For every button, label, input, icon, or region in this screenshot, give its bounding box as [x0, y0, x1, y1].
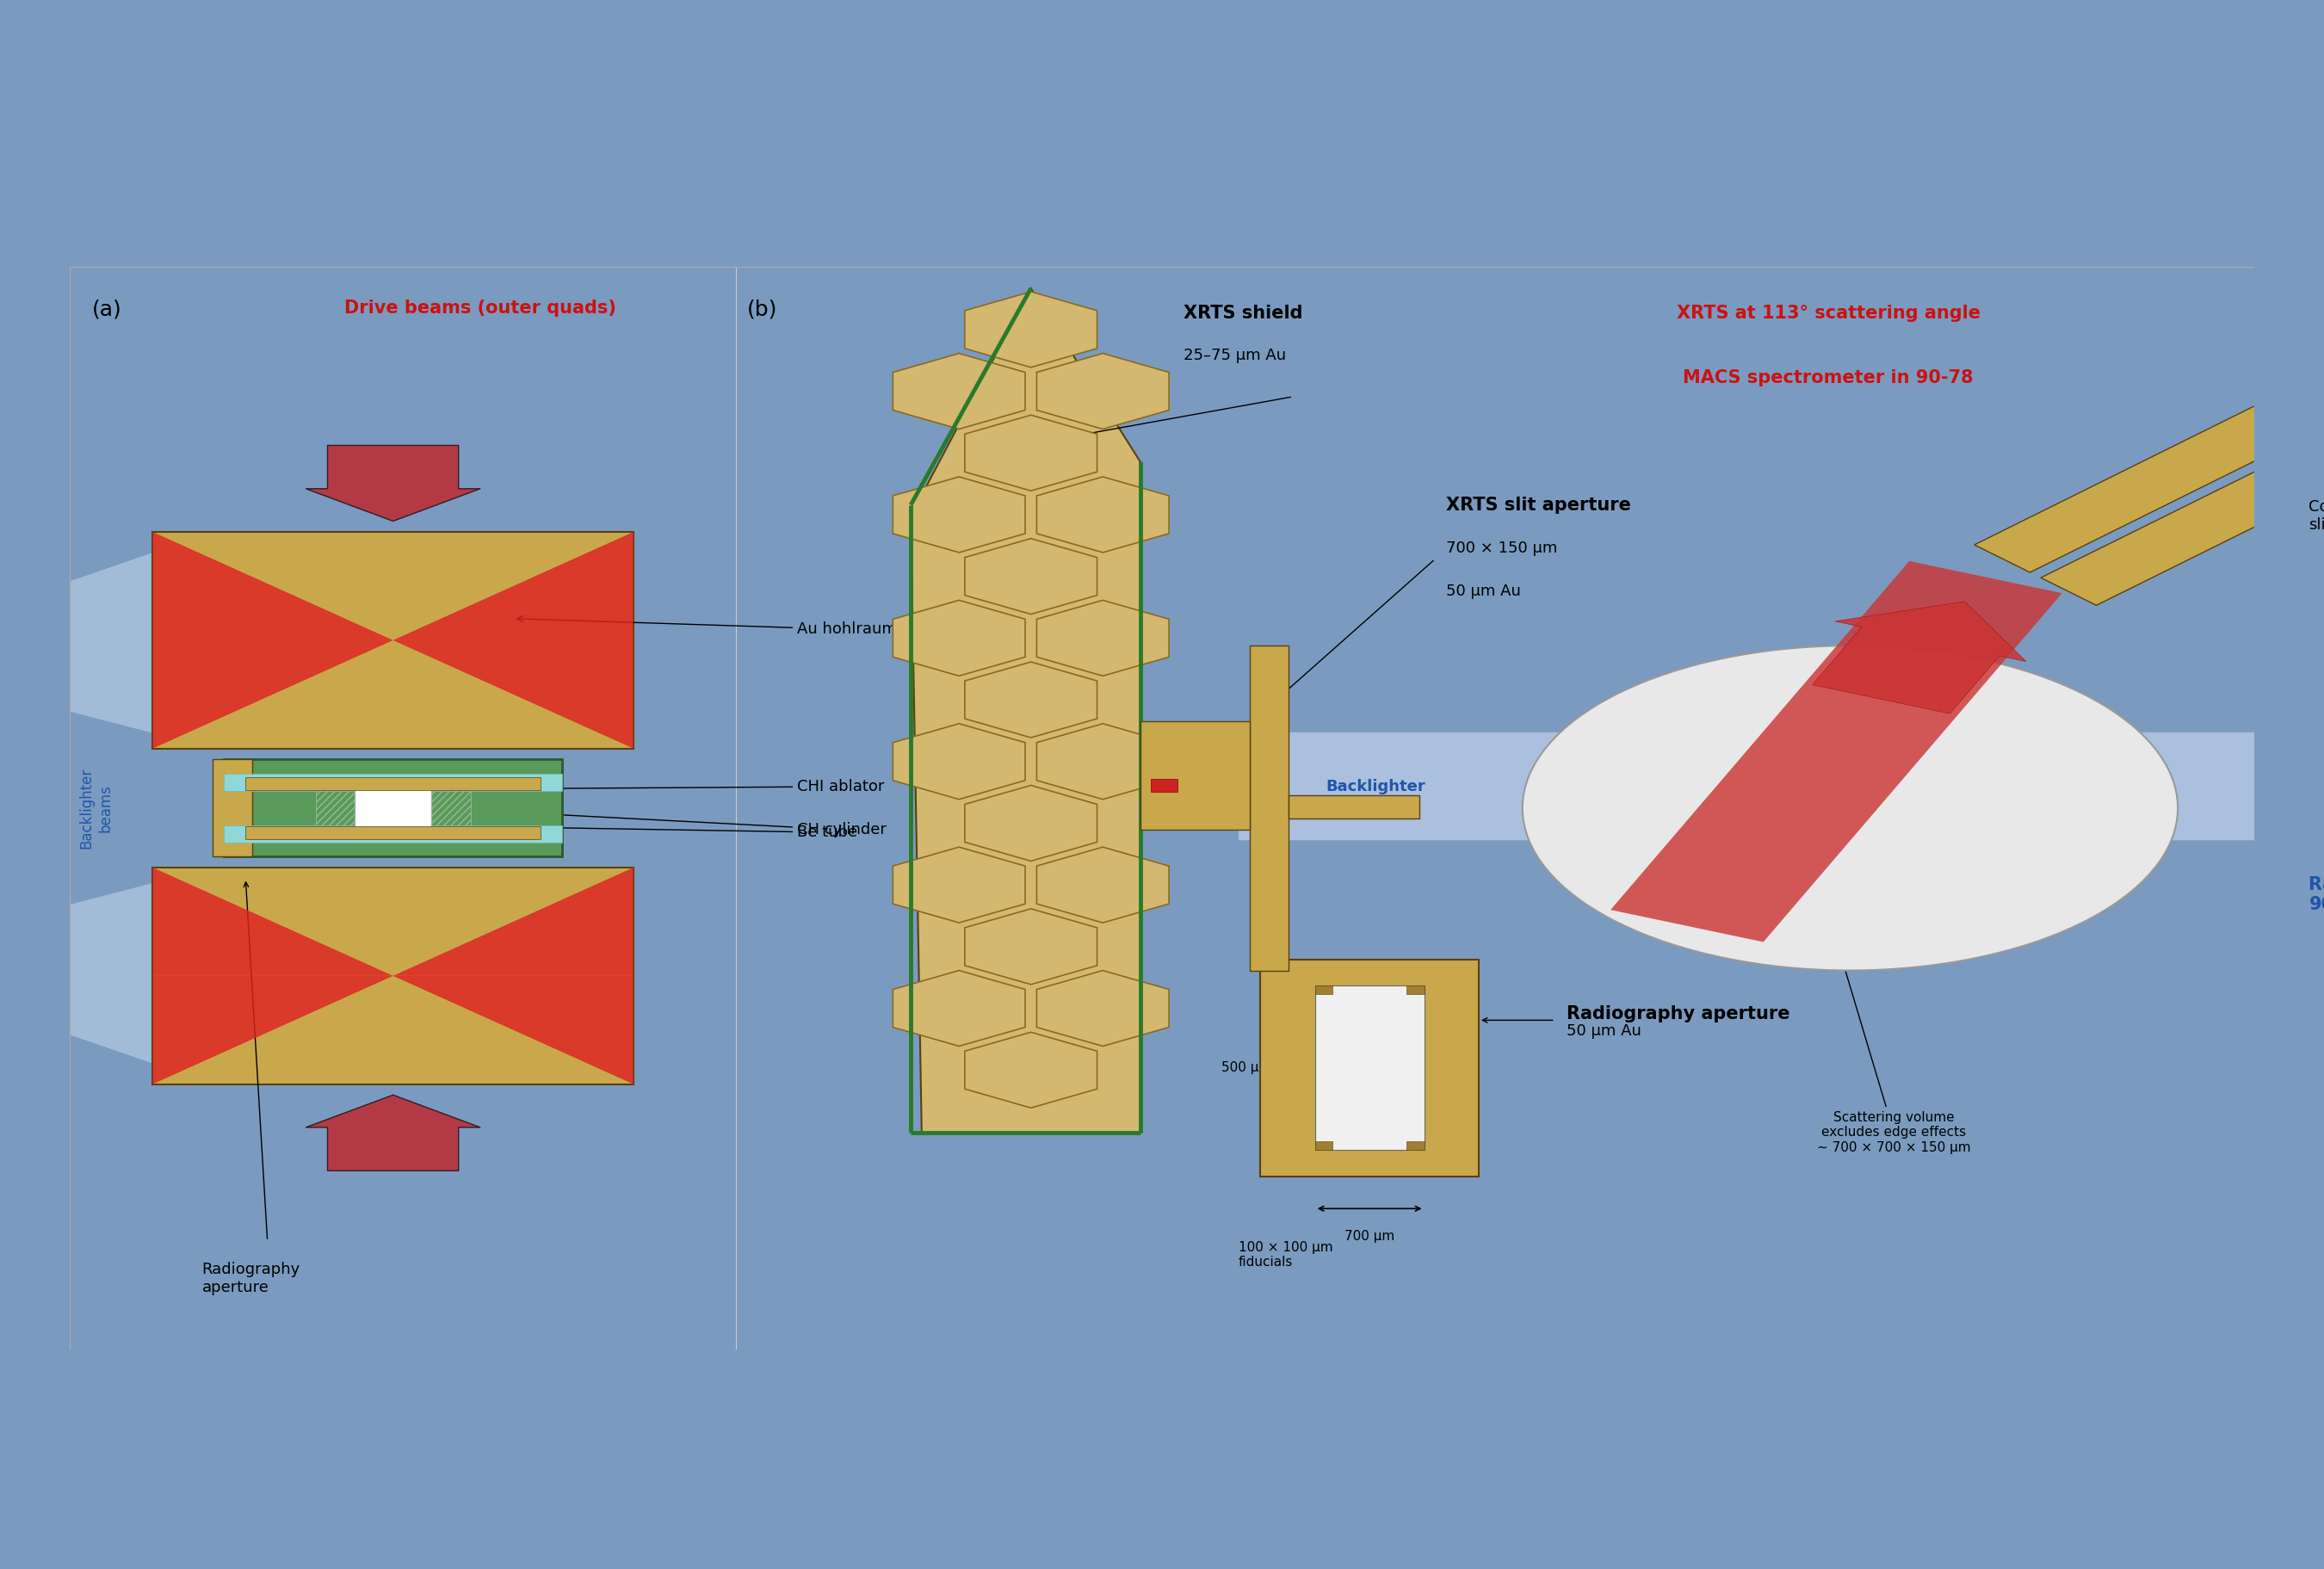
FancyBboxPatch shape — [1290, 795, 1420, 819]
Text: 700 × 150 µm: 700 × 150 µm — [1446, 540, 1557, 555]
Polygon shape — [964, 538, 1097, 613]
Polygon shape — [1037, 971, 1169, 1047]
Text: 500 µm: 500 µm — [1220, 1061, 1271, 1075]
Polygon shape — [393, 532, 634, 640]
Text: 700 µm: 700 µm — [1346, 1230, 1394, 1243]
Text: Be tube: Be tube — [544, 825, 858, 839]
FancyBboxPatch shape — [153, 532, 634, 748]
FancyBboxPatch shape — [246, 777, 541, 791]
Polygon shape — [892, 601, 1025, 676]
FancyBboxPatch shape — [223, 825, 562, 843]
FancyBboxPatch shape — [214, 759, 251, 857]
Polygon shape — [964, 786, 1097, 861]
FancyBboxPatch shape — [246, 825, 541, 839]
Polygon shape — [393, 976, 634, 1084]
Text: XRTS slit aperture: XRTS slit aperture — [1446, 496, 1631, 513]
Polygon shape — [1611, 562, 2061, 941]
FancyArrow shape — [1239, 733, 2324, 841]
Text: Drive beams (outer quads): Drive beams (outer quads) — [344, 300, 616, 317]
Polygon shape — [964, 1032, 1097, 1108]
FancyBboxPatch shape — [1150, 778, 1178, 792]
FancyBboxPatch shape — [1315, 985, 1425, 1150]
Text: (b): (b) — [746, 300, 779, 320]
Polygon shape — [0, 532, 214, 748]
FancyBboxPatch shape — [1250, 646, 1290, 970]
FancyArrow shape — [307, 446, 481, 521]
Polygon shape — [892, 353, 1025, 428]
Polygon shape — [153, 868, 393, 976]
Polygon shape — [1037, 353, 1169, 428]
Text: CHI ablator: CHI ablator — [544, 778, 885, 794]
FancyBboxPatch shape — [223, 774, 562, 791]
FancyBboxPatch shape — [1315, 985, 1332, 995]
Text: Radiography aperture: Radiography aperture — [1566, 1006, 1789, 1023]
FancyArrow shape — [307, 1095, 481, 1170]
Polygon shape — [393, 640, 634, 748]
Text: 50 µm Au: 50 µm Au — [1446, 584, 1520, 599]
Polygon shape — [0, 868, 214, 1084]
Polygon shape — [892, 847, 1025, 923]
Text: XRTS shield: XRTS shield — [1183, 304, 1304, 322]
Polygon shape — [393, 868, 634, 976]
Polygon shape — [153, 640, 393, 748]
Polygon shape — [964, 292, 1097, 367]
Text: XRTS at 113° scattering angle: XRTS at 113° scattering angle — [1676, 304, 1980, 322]
FancyArrow shape — [1813, 601, 2027, 714]
Polygon shape — [892, 477, 1025, 552]
Circle shape — [1522, 646, 2178, 970]
FancyBboxPatch shape — [1406, 1142, 1425, 1150]
Text: Backlighter
beams: Backlighter beams — [79, 767, 114, 849]
Text: Radiography in
90-315: Radiography in 90-315 — [2308, 876, 2324, 913]
FancyBboxPatch shape — [1260, 960, 1478, 1177]
FancyBboxPatch shape — [1141, 722, 1250, 830]
Text: Backlighter: Backlighter — [1325, 778, 1425, 794]
FancyBboxPatch shape — [153, 868, 634, 1084]
Text: 100 × 100 µm
fiducials: 100 × 100 µm fiducials — [1239, 1241, 1334, 1269]
FancyBboxPatch shape — [1406, 985, 1425, 995]
Text: Collimating
slits: Collimating slits — [2308, 499, 2324, 532]
Polygon shape — [964, 908, 1097, 984]
Polygon shape — [1975, 377, 2324, 573]
Polygon shape — [1037, 723, 1169, 799]
Polygon shape — [1037, 847, 1169, 923]
Text: (a): (a) — [91, 300, 121, 320]
Text: MACS spectrometer in 90-78: MACS spectrometer in 90-78 — [1683, 370, 1973, 388]
Text: CH cylinder: CH cylinder — [435, 805, 885, 838]
Polygon shape — [153, 532, 393, 640]
Text: 25–75 µm Au: 25–75 µm Au — [1183, 348, 1287, 364]
Text: 50 µm Au: 50 µm Au — [1566, 1023, 1641, 1039]
FancyBboxPatch shape — [1315, 1142, 1332, 1150]
Polygon shape — [911, 289, 1141, 1133]
Text: Au hohlraum: Au hohlraum — [516, 615, 897, 637]
Polygon shape — [892, 723, 1025, 799]
Polygon shape — [153, 976, 393, 1084]
Polygon shape — [1037, 601, 1169, 676]
Polygon shape — [964, 416, 1097, 491]
Polygon shape — [1037, 477, 1169, 552]
Polygon shape — [964, 662, 1097, 737]
Text: Radiography
aperture: Radiography aperture — [202, 1261, 300, 1294]
FancyBboxPatch shape — [356, 781, 432, 835]
Text: Scattering volume
excludes edge effects
~ 700 × 700 × 150 µm: Scattering volume excludes edge effects … — [1806, 844, 1971, 1155]
Polygon shape — [2040, 410, 2324, 606]
Polygon shape — [892, 971, 1025, 1047]
FancyBboxPatch shape — [223, 759, 562, 857]
